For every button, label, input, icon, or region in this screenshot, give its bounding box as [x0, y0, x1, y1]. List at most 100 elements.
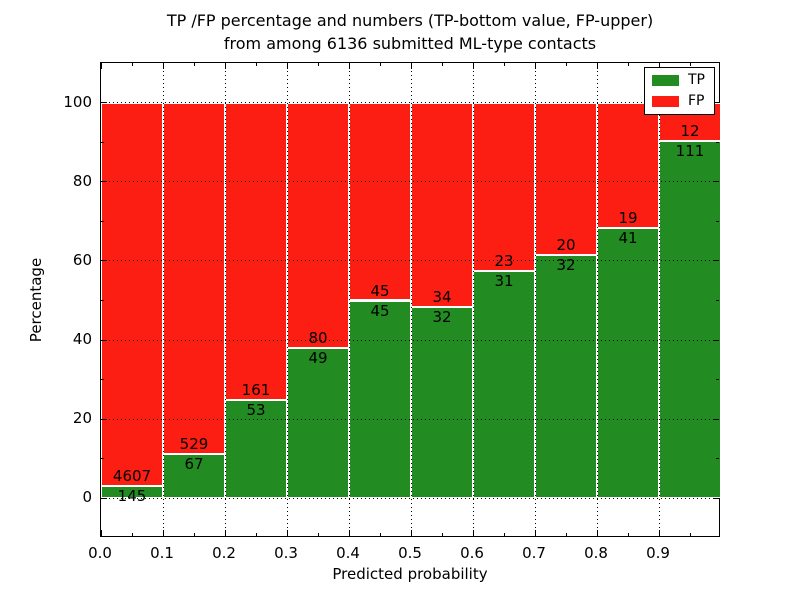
gridline-vertical	[224, 63, 226, 536]
bar-label-tp: 32	[556, 255, 576, 274]
bar-label-tp: 53	[246, 401, 266, 420]
y-major-tick	[713, 497, 719, 499]
x-minor-tick	[503, 63, 505, 66]
legend: TP FP	[644, 67, 715, 115]
gridline-horizontal	[101, 497, 719, 499]
gridline-horizontal	[101, 339, 719, 341]
y-major-tick	[101, 339, 107, 341]
y-minor-tick	[716, 220, 719, 222]
bar-segment-tp	[473, 271, 535, 499]
gridline-vertical	[596, 63, 598, 536]
bar-segment-tp	[535, 254, 597, 499]
x-minor-tick	[131, 63, 133, 66]
bar-label-tp: 31	[494, 272, 514, 291]
gridline-horizontal	[101, 418, 719, 420]
y-tick-label: 0	[82, 488, 92, 507]
x-minor-tick	[193, 533, 195, 536]
y-minor-tick	[101, 379, 104, 381]
bar-label-tp: 67	[184, 454, 204, 473]
y-axis-label: Percentage	[27, 257, 45, 343]
x-minor-tick	[689, 533, 691, 536]
x-major-tick	[658, 530, 660, 536]
gridline-vertical	[162, 63, 164, 536]
gridline-vertical	[410, 63, 412, 536]
y-tick-label: 20	[72, 409, 92, 428]
bar-label-fp: 80	[308, 329, 328, 348]
legend-label-tp: TP	[688, 72, 705, 88]
bar-label-fp: 4607	[112, 467, 152, 486]
tp-color-swatch-icon	[652, 75, 679, 86]
bar-segment-tp	[659, 141, 721, 499]
bar-segment-fp	[225, 102, 287, 401]
bar-segment-fp	[349, 102, 411, 301]
bar-segment-fp	[287, 102, 349, 349]
x-minor-tick	[131, 533, 133, 536]
x-tick-label: 0.2	[212, 544, 236, 562]
x-major-tick	[410, 63, 412, 69]
x-major-tick	[224, 63, 226, 69]
y-major-tick	[101, 418, 107, 420]
bar-segment-tp	[225, 400, 287, 499]
x-major-tick	[658, 63, 660, 69]
x-minor-tick	[441, 533, 443, 536]
x-minor-tick	[627, 533, 629, 536]
bar-segment-fp	[597, 102, 659, 228]
bar-label-tp: 45	[370, 301, 390, 320]
x-major-tick	[286, 63, 288, 69]
legend-entry-tp: TP	[652, 73, 705, 88]
bar-segment-fp	[535, 102, 597, 255]
bar-label-fp: 161	[241, 381, 271, 400]
x-minor-tick	[379, 533, 381, 536]
bar-label-fp: 45	[370, 281, 390, 300]
bar-segment-tp	[287, 348, 349, 499]
y-minor-tick	[716, 458, 719, 460]
x-minor-tick	[317, 63, 319, 66]
x-tick-label: 0.6	[460, 544, 484, 562]
y-tick-label: 40	[72, 330, 92, 349]
y-minor-tick	[101, 141, 104, 143]
x-minor-tick	[317, 533, 319, 536]
bar-label-fp: 23	[494, 252, 514, 271]
x-minor-tick	[255, 533, 257, 536]
y-major-tick	[713, 260, 719, 262]
y-minor-tick	[101, 300, 104, 301]
bar-label-tp: 145	[117, 487, 147, 506]
x-minor-tick	[255, 63, 257, 66]
bar-segment-fp	[473, 102, 535, 272]
bar-segment-tp	[411, 306, 473, 499]
bar-label-fp: 529	[179, 434, 209, 453]
x-major-tick	[162, 63, 164, 69]
legend-label-fp: FP	[688, 93, 705, 109]
y-major-tick	[101, 260, 107, 262]
gridline-vertical	[534, 63, 536, 536]
bar-label-tp: 41	[618, 228, 638, 247]
x-tick-label: 0.1	[150, 544, 174, 562]
y-major-tick	[713, 102, 719, 104]
x-minor-tick	[565, 533, 567, 536]
y-major-tick	[101, 181, 107, 183]
y-major-tick	[101, 497, 107, 499]
gridline-vertical	[472, 63, 474, 536]
x-major-tick	[472, 530, 474, 536]
x-tick-label: 0.7	[522, 544, 546, 562]
x-major-tick	[596, 63, 598, 69]
x-tick-label: 0.5	[398, 544, 422, 562]
x-major-tick	[100, 530, 102, 536]
y-minor-tick	[101, 458, 104, 460]
x-major-tick	[348, 63, 350, 69]
bar-label-tp: 32	[432, 307, 452, 326]
x-major-tick	[410, 530, 412, 536]
y-tick-label: 100	[63, 92, 92, 111]
x-major-tick	[534, 63, 536, 69]
x-major-tick	[100, 63, 102, 69]
y-major-tick	[713, 181, 719, 183]
bar-label-fp: 12	[680, 122, 700, 141]
x-minor-tick	[503, 533, 505, 536]
x-major-tick	[596, 530, 598, 536]
x-major-tick	[162, 530, 164, 536]
x-tick-label: 0.0	[88, 544, 112, 562]
chart-title: TP /FP percentage and numbers (TP-bottom…	[166, 11, 654, 53]
gridline-vertical	[658, 63, 660, 536]
y-major-tick	[713, 418, 719, 420]
